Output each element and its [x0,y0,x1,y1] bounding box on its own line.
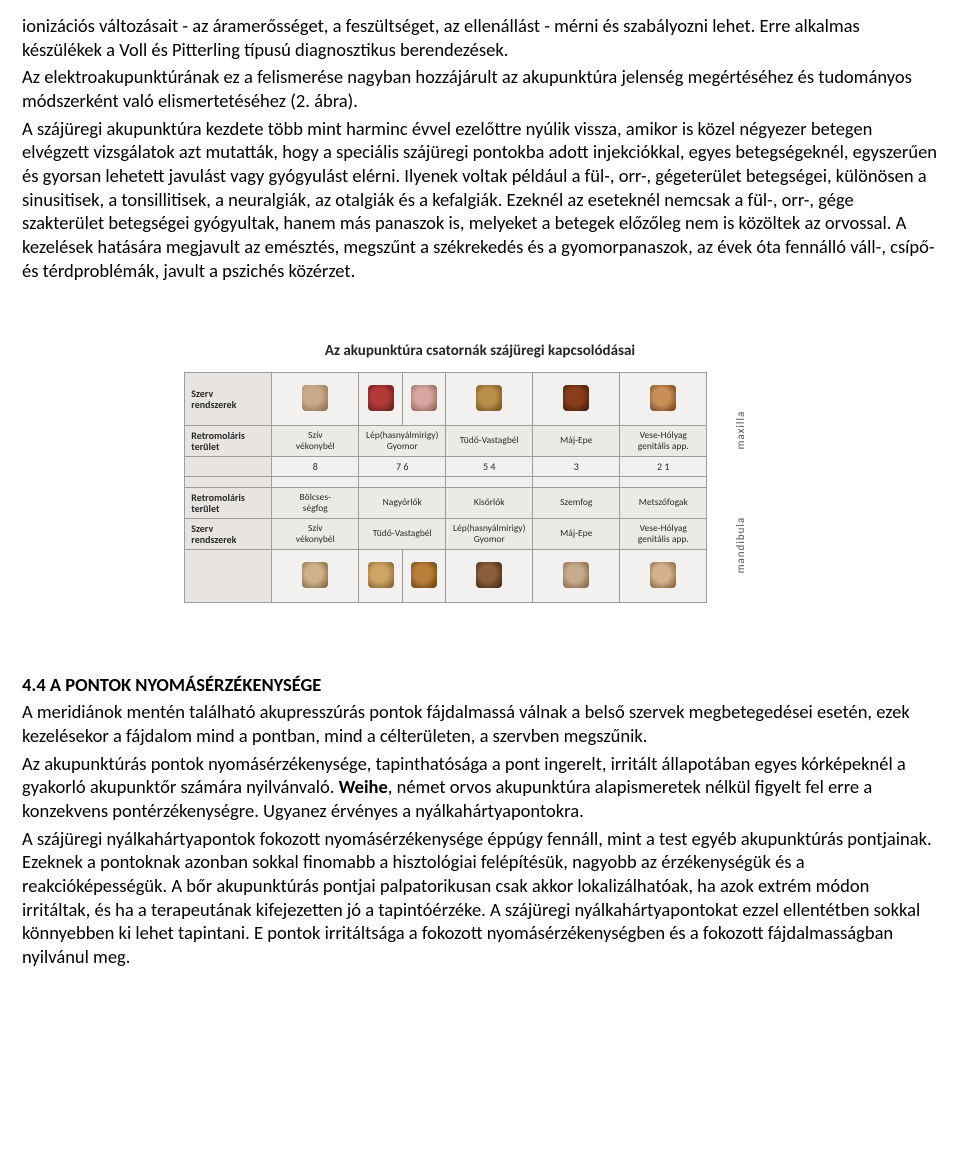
rowhdr-retro-bot: Retromoláristerület [185,487,272,518]
color-bar [359,476,446,487]
organ-cell [533,549,620,602]
tooth-number: 2 1 [620,456,707,476]
color-bar [620,476,707,487]
col-label: Vese-Hólyaggenitális app. [620,425,707,456]
organ-icon [563,385,589,411]
acupuncture-channels-figure: Az akupunktúra csatornák szájüregi kapcs… [22,342,938,602]
section-4-4-p1: A meridiánok mentén található akupresszú… [22,700,938,747]
col-label: Lép(hasnyálmirigy)Gyomor [446,518,533,549]
organ-cell [402,372,446,425]
col-label: Nagyőrlők [359,487,446,518]
organ-cell [272,549,359,602]
col-label: Metszőfogak [620,487,707,518]
intro-paragraph-3: A szájüregi akupunktúra kezdete több min… [22,117,938,283]
col-label: Bölcses-ségfog [272,487,359,518]
organ-icon [302,562,328,588]
col-label: Máj-Epe [533,518,620,549]
section-4-4-p2: Az akupunktúrás pontok nyomásérzékenység… [22,752,938,823]
organ-cell [359,549,403,602]
color-bar [272,476,359,487]
figure-title: Az akupunktúra csatornák szájüregi kapcs… [22,342,938,361]
tooth-number: 7 6 [359,456,446,476]
tooth-number: 8 [272,456,359,476]
organ-cell [402,549,446,602]
col-label: Vese-Hólyaggenitális app. [620,518,707,549]
organ-cell [359,372,403,425]
organ-icon [368,562,394,588]
organ-icon [650,385,676,411]
organ-cell [446,372,533,425]
organ-cell [533,372,620,425]
organ-icon [368,385,394,411]
section-4-4-p3: A szájüregi nyálkahártyapontok fokozott … [22,827,938,969]
organ-icon [563,562,589,588]
col-label: Kisőrlők [446,487,533,518]
col-label: Szívvékonybél [272,518,359,549]
rowhdr-empty2 [185,549,272,602]
col-label: Szemfog [533,487,620,518]
col-label: Szívvékonybél [272,425,359,456]
intro-paragraph-2: Az elektroakupunktúrának ez a felismerés… [22,65,938,112]
weihe-name: Weihe [339,775,388,798]
tooth-number: 5 4 [446,456,533,476]
intro-paragraph-1: ionizációs változásait - az áramerőssége… [22,14,938,61]
col-label: Lép(hasnyálmirigy)Gyomor [359,425,446,456]
col-label: Tüdő-Vastagbél [446,425,533,456]
organ-icon [411,385,437,411]
side-label-mandibula: mandibula [707,487,776,602]
organ-icon [476,385,502,411]
acupuncture-table: Szervrendszerek maxilla Retromoláristerü… [184,372,776,603]
organ-cell [620,372,707,425]
col-label: Tüdő-Vastagbél [359,518,446,549]
rowhdr-empty [185,456,272,476]
organ-icon [302,385,328,411]
organ-icon [476,562,502,588]
organ-cell [620,549,707,602]
organ-cell [446,549,533,602]
section-4-4-title: 4.4 A PONTOK NYOMÁSÉRZÉKENYSÉGE [22,673,938,697]
tooth-number: 3 [533,456,620,476]
divider [185,476,272,487]
rowhdr-szerv-bot: Szervrendszerek [185,518,272,549]
organ-cell [272,372,359,425]
rowhdr-szerv-top: Szervrendszerek [185,372,272,425]
col-label: Máj-Epe [533,425,620,456]
color-bar [446,476,533,487]
rowhdr-retro-top: Retromoláristerület [185,425,272,456]
organ-icon [650,562,676,588]
color-bar [533,476,620,487]
side-label-maxilla: maxilla [707,372,776,487]
organ-icon [411,562,437,588]
